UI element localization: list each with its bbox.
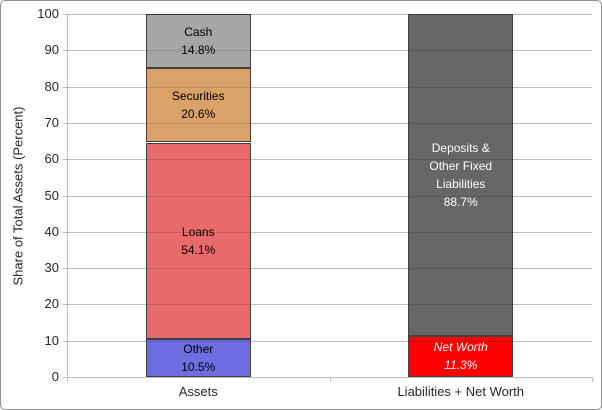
segment-label-line: 14.8%	[181, 42, 216, 57]
y-axis-title: Share of Total Assets (Percent)	[10, 106, 26, 286]
y-tick-label: 0	[51, 369, 59, 384]
x-tick-mark	[330, 377, 331, 382]
bar-segment-loans: Loans 54.1%	[145, 142, 251, 339]
segment-label-line: Securities	[171, 89, 225, 104]
y-tick-label: 90	[44, 42, 59, 57]
segment-label-line: Cash	[184, 24, 213, 39]
gridline	[67, 196, 592, 197]
y-tick-label: 60	[44, 151, 59, 166]
y-tick-mark	[63, 123, 67, 124]
y-tick-mark	[63, 159, 67, 160]
bar-segment-securities: Securities 20.6%	[145, 67, 251, 143]
gridline	[67, 232, 592, 233]
x-category-label: Assets	[178, 384, 218, 399]
x-category-label: Liabilities + Net Worth	[397, 384, 525, 399]
y-tick-label: 10	[44, 333, 59, 348]
y-tick-label: 50	[44, 188, 59, 203]
gridline-overlay	[67, 268, 592, 269]
bar-segment-cash: Cash 14.8%	[145, 14, 251, 68]
segment-label-line: Deposits &	[431, 140, 490, 155]
y-tick-mark	[63, 377, 67, 378]
segment-label-line: 88.7%	[443, 194, 478, 209]
gridline	[67, 87, 592, 88]
gridline-overlay	[67, 232, 592, 233]
y-tick-mark	[63, 268, 67, 269]
gridline	[67, 50, 592, 51]
y-tick-label: 40	[44, 224, 59, 239]
y-tick-mark	[63, 196, 67, 197]
gridline-overlay	[67, 196, 592, 197]
segment-label-line: Other	[183, 341, 214, 356]
y-tick-label: 30	[44, 260, 59, 275]
gridline	[67, 341, 592, 342]
gridline	[67, 268, 592, 269]
segment-label-line: 11.3%	[444, 358, 478, 373]
bar-segment-net-worth: Net Worth 11.3%	[408, 335, 514, 377]
gridline-overlay	[67, 159, 592, 160]
gridline	[67, 14, 592, 15]
segment-label-line: 54.1%	[181, 242, 216, 257]
y-tick-label: 100	[37, 6, 59, 21]
gridline-overlay	[67, 304, 592, 305]
y-tick-mark	[63, 50, 67, 51]
y-tick-label: 20	[44, 296, 59, 311]
y-tick-mark	[63, 14, 67, 15]
x-axis-line	[67, 377, 592, 378]
segment-label-line: Other Fixed	[429, 158, 493, 173]
y-tick-mark	[63, 304, 67, 305]
y-tick-label: 70	[44, 115, 59, 130]
y-tick-mark	[63, 341, 67, 342]
gridline-overlay	[67, 123, 592, 124]
segment-label-line: Loans	[181, 224, 215, 239]
y-tick-label: 80	[44, 79, 59, 94]
y-axis-line	[67, 14, 68, 382]
segment-label-line: 20.6%	[181, 107, 216, 122]
bar-segment-other: Other 10.5%	[145, 338, 251, 377]
gridline-overlay	[67, 14, 592, 15]
x-tick-mark	[592, 377, 593, 382]
segment-label-line: Liabilities	[436, 176, 486, 191]
y-tick-mark	[63, 87, 67, 88]
gridline	[67, 159, 592, 160]
gridline-overlay	[67, 50, 592, 51]
gridline-overlay	[67, 341, 592, 342]
gridline-overlay	[67, 87, 592, 88]
segment-label-line: Net Worth	[433, 340, 488, 355]
gridline	[67, 123, 592, 124]
gridline	[67, 304, 592, 305]
x-tick-mark	[67, 377, 68, 382]
y-tick-mark	[63, 232, 67, 233]
segment-label-line: 10.5%	[181, 359, 216, 374]
bar-segment-deposits-other-fixed-liabilities: Deposits & Other Fixed Liabilities 88.7%	[408, 14, 514, 336]
